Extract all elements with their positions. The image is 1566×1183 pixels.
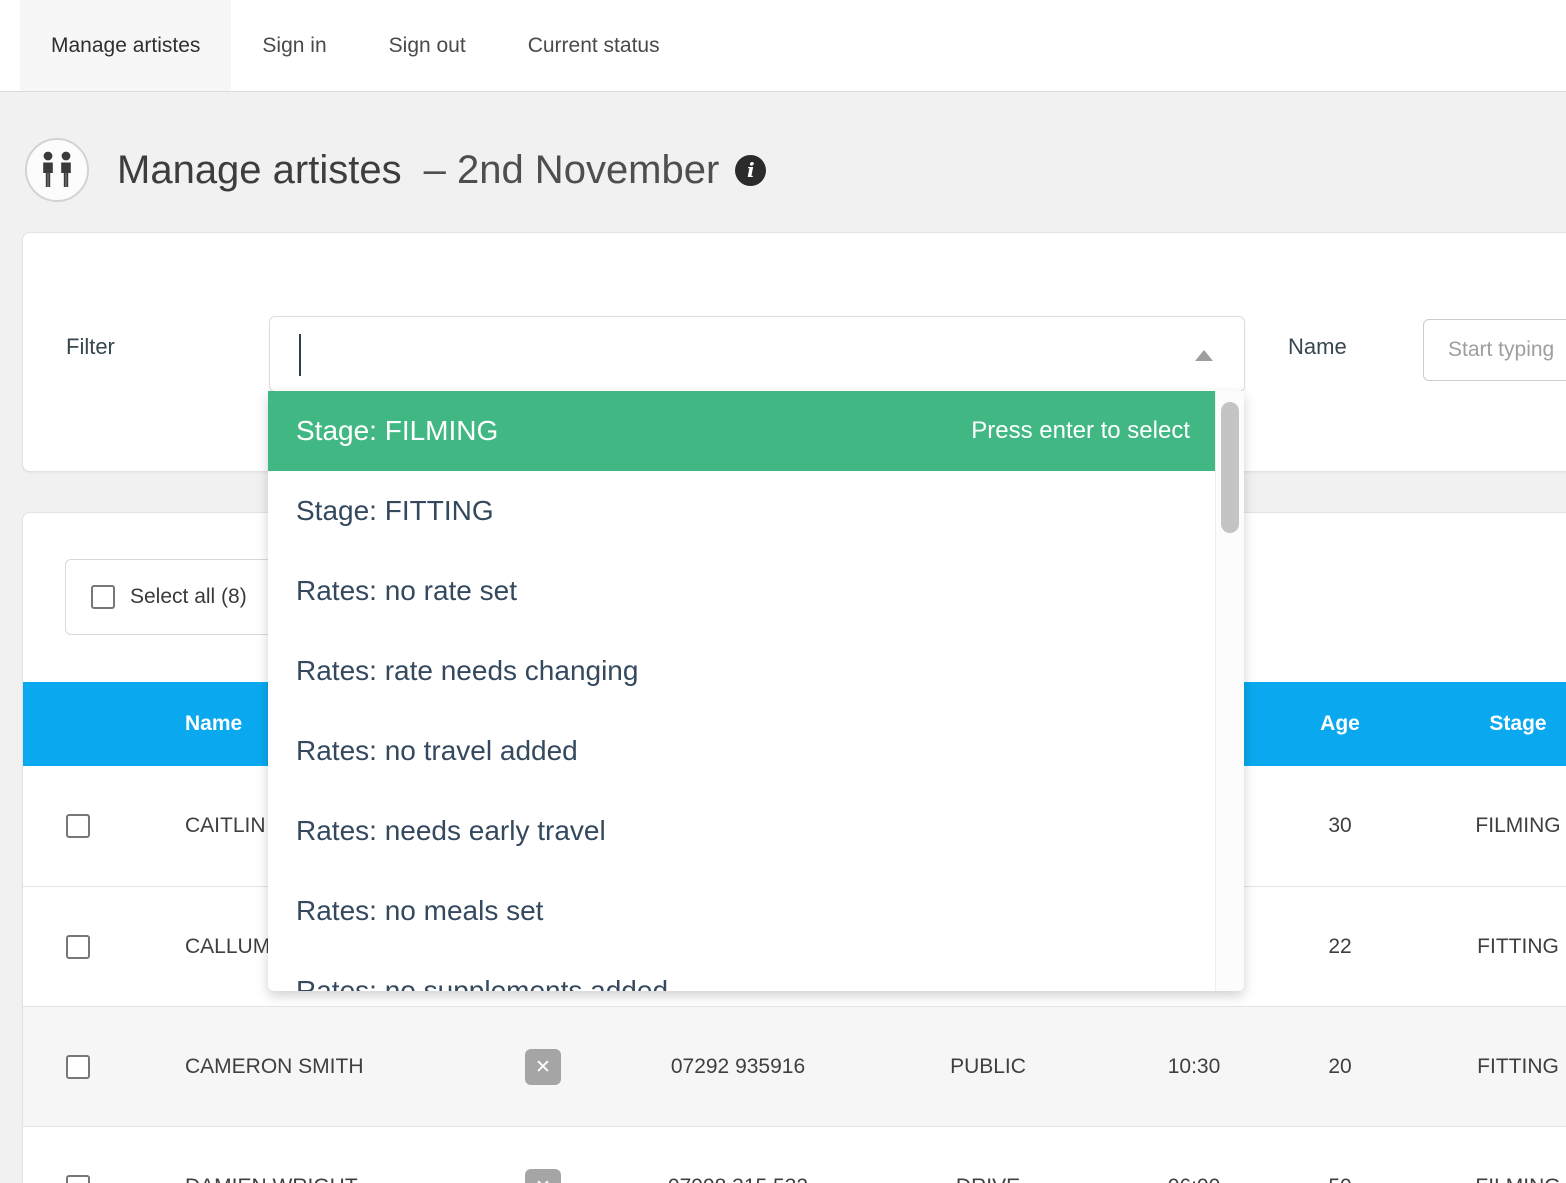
option-label: Rates: no meals set: [296, 895, 544, 926]
cell-phone: 07292 935916: [670, 1054, 806, 1078]
tab-label: Sign out: [388, 33, 466, 57]
caret-up-icon[interactable]: [1195, 350, 1213, 361]
header-name: Name: [185, 712, 243, 735]
scrollbar-thumb[interactable]: [1221, 402, 1239, 533]
dropdown-scrollbar[interactable]: [1215, 391, 1244, 991]
text-cursor: [299, 334, 301, 376]
row-checkbox[interactable]: [66, 1174, 90, 1183]
cell-time: 10:30: [1167, 1054, 1221, 1078]
dropdown-options: Stage: FILMING Press enter to select Sta…: [268, 391, 1215, 991]
option-label: Rates: rate needs changing: [296, 655, 639, 686]
header-stage: Stage: [1489, 712, 1547, 735]
row-checkbox[interactable]: [66, 1054, 90, 1079]
top-nav: Manage artistes Sign in Sign out Current…: [0, 0, 1566, 92]
cell-stage: FITTING: [1477, 934, 1559, 958]
option-label: Rates: no travel added: [296, 735, 578, 766]
dropdown-option[interactable]: Rates: needs early travel: [268, 791, 1215, 871]
dropdown-option-highlighted[interactable]: Stage: FILMING Press enter to select: [268, 391, 1215, 471]
name-search-input[interactable]: [1423, 319, 1566, 381]
select-all-checkbox[interactable]: [91, 585, 115, 609]
dropdown-option[interactable]: Rates: no travel added: [268, 711, 1215, 791]
tab-label: Sign in: [262, 33, 327, 57]
page-title: Manage artistes: [117, 147, 402, 192]
cell-phone: 07998 315 532: [653, 1175, 823, 1183]
dropdown-option[interactable]: Rates: no rate set: [268, 551, 1215, 631]
press-enter-hint: Press enter to select: [971, 417, 1190, 444]
cell-stage: FITTING: [1477, 1054, 1559, 1078]
dropdown-option[interactable]: Rates: no supplements added: [268, 951, 1215, 991]
tab-current-status[interactable]: Current status: [497, 0, 691, 91]
table-row: DAMIEN WRIGHT ✕ 07998 315 532 DRIVE 06:0…: [23, 1126, 1566, 1183]
cell-stage: FILMING: [1475, 814, 1561, 837]
option-label: Rates: no supplements added: [296, 975, 669, 991]
cell-time: 06:00: [1153, 1175, 1235, 1183]
row-checkbox[interactable]: [66, 934, 90, 959]
cell-age: 20: [1328, 1054, 1352, 1078]
cell-age: 50: [1235, 1175, 1445, 1183]
filter-multiselect-input[interactable]: [269, 316, 1245, 392]
cell-type: PUBLIC: [950, 1054, 1026, 1078]
row-checkbox[interactable]: [66, 814, 90, 838]
cell-name: CAITLIN: [185, 814, 266, 837]
tab-manage-artistes[interactable]: Manage artistes: [20, 0, 232, 91]
table-row: CAMERON SMITH ✕ 07292 935916 PUBLIC 10:3…: [23, 1006, 1566, 1126]
page-subtitle: – 2nd November: [423, 147, 720, 192]
select-all-label: Select all (8): [130, 585, 247, 608]
name-label: Name: [1288, 334, 1347, 359]
cell-stage: FILMING: [1445, 1175, 1566, 1183]
info-icon-glyph: i: [747, 158, 755, 182]
tab-label: Manage artistes: [51, 33, 201, 57]
dropdown-option[interactable]: Rates: rate needs changing: [268, 631, 1215, 711]
people-icon: [25, 138, 89, 202]
option-label: Rates: needs early travel: [296, 815, 606, 846]
info-icon[interactable]: i: [735, 154, 767, 186]
dropdown-option[interactable]: Rates: no meals set: [268, 871, 1215, 951]
tab-sign-out[interactable]: Sign out: [358, 0, 497, 91]
filter-label: Filter: [66, 334, 115, 359]
cell-name: CALLUM: [185, 934, 271, 958]
dropdown-option[interactable]: Stage: FITTING: [268, 471, 1215, 551]
cell-type: DRIVE: [823, 1175, 1153, 1183]
header-age: Age: [1320, 712, 1360, 735]
delete-icon[interactable]: ✕: [525, 1048, 561, 1085]
filter-dropdown-list: Stage: FILMING Press enter to select Sta…: [268, 391, 1244, 991]
tab-label: Current status: [527, 33, 660, 57]
delete-icon[interactable]: ✕: [525, 1168, 561, 1183]
option-label: Rates: no rate set: [296, 575, 518, 606]
cell-age: 30: [1328, 814, 1352, 837]
option-label: Stage: FITTING: [296, 495, 494, 526]
cell-age: 22: [1328, 934, 1352, 958]
cell-name: CAMERON SMITH: [185, 1054, 364, 1078]
option-label: Stage: FILMING: [296, 415, 499, 446]
tab-sign-in[interactable]: Sign in: [231, 0, 357, 91]
cell-name: DAMIEN WRIGHT: [133, 1175, 433, 1183]
